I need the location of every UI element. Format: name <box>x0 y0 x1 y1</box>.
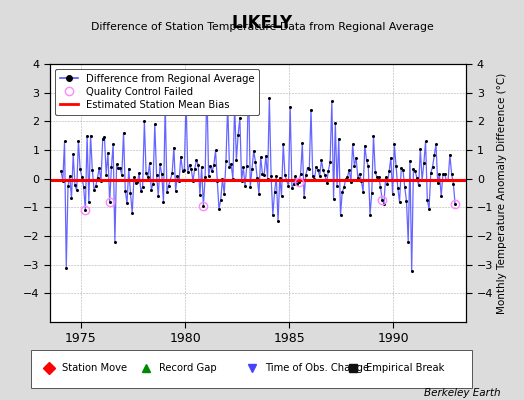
Text: Empirical Break: Empirical Break <box>366 363 444 373</box>
Text: Record Gap: Record Gap <box>159 363 217 373</box>
Text: Station Move: Station Move <box>62 363 127 373</box>
Y-axis label: Monthly Temperature Anomaly Difference (°C): Monthly Temperature Anomaly Difference (… <box>497 72 507 314</box>
Text: Time of Obs. Change: Time of Obs. Change <box>265 363 369 373</box>
Text: Difference of Station Temperature Data from Regional Average: Difference of Station Temperature Data f… <box>91 22 433 32</box>
FancyBboxPatch shape <box>31 350 472 388</box>
Legend: Difference from Regional Average, Quality Control Failed, Estimated Station Mean: Difference from Regional Average, Qualit… <box>55 69 259 115</box>
Text: Berkeley Earth: Berkeley Earth <box>424 388 500 398</box>
Text: LIKELY: LIKELY <box>232 14 292 32</box>
